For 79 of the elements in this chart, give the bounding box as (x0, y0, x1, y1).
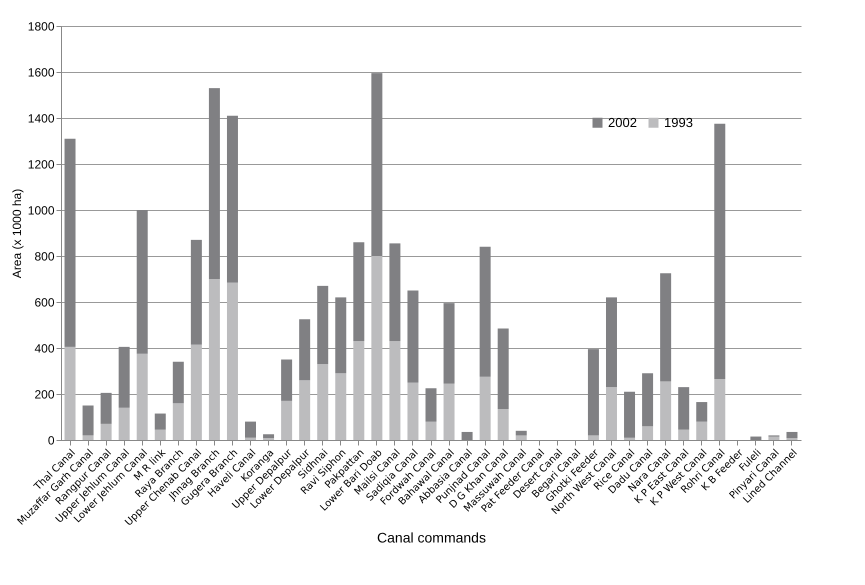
bar (480, 376, 491, 440)
bar (606, 387, 617, 440)
bar (480, 246, 491, 377)
bar (82, 435, 94, 440)
legend-label: 2002 (608, 114, 637, 130)
bar (281, 360, 292, 401)
bar (678, 387, 690, 430)
y-tick-label: 1600 (28, 66, 55, 80)
bar (172, 403, 184, 440)
bar (64, 346, 76, 440)
bar (714, 379, 726, 440)
bar (498, 408, 509, 440)
bar (190, 344, 202, 440)
bar (154, 430, 166, 440)
bar (714, 124, 726, 380)
bar (118, 346, 130, 408)
bar (335, 297, 346, 374)
bar (118, 408, 130, 440)
bar (642, 373, 654, 426)
bar (299, 380, 310, 440)
y-tick-label: 400 (34, 342, 55, 356)
y-tick-label: 1800 (28, 20, 55, 34)
bar (281, 400, 292, 440)
bar (588, 435, 599, 440)
bar (696, 402, 708, 422)
y-tick-label: 1400 (28, 112, 55, 126)
bar (64, 138, 76, 347)
bar (516, 435, 527, 440)
bar (371, 73, 382, 256)
bar (317, 364, 328, 440)
y-axis-title: Area (x 1000 ha) (10, 188, 24, 278)
bar (82, 406, 94, 436)
bar (226, 116, 238, 282)
bar (786, 432, 798, 438)
bar (407, 382, 418, 440)
bar (768, 436, 780, 440)
bar (136, 210, 148, 354)
bar (624, 392, 636, 438)
bar (353, 242, 364, 342)
bar (407, 290, 418, 382)
y-tick-label: 1000 (28, 204, 55, 218)
bar (317, 286, 328, 364)
bar (263, 434, 274, 438)
bar (696, 422, 708, 440)
bar (335, 373, 346, 440)
legend-label: 1993 (664, 114, 693, 130)
y-tick-label: 200 (34, 388, 55, 402)
bar (100, 424, 112, 440)
bar (444, 384, 455, 440)
bar (389, 243, 400, 342)
bar (426, 388, 436, 422)
bar (208, 88, 220, 279)
bar (226, 282, 238, 440)
bar (371, 256, 382, 440)
y-tick-label: 600 (34, 296, 55, 310)
bar (389, 341, 400, 440)
bar (172, 362, 184, 404)
y-tick-label: 1200 (28, 158, 55, 172)
bar (154, 414, 166, 430)
bar (678, 430, 690, 440)
bar (245, 422, 256, 438)
bar (498, 328, 509, 409)
bar (100, 392, 112, 424)
bar (190, 240, 202, 345)
bar (136, 354, 148, 440)
bar (426, 422, 436, 440)
bar (606, 297, 617, 388)
bar (208, 279, 220, 440)
bar (642, 426, 654, 440)
bar (516, 430, 527, 436)
bar (660, 381, 672, 440)
y-tick-label: 800 (34, 250, 55, 264)
x-axis-title: Canal commands (377, 530, 486, 546)
bar (660, 273, 672, 382)
bar (299, 319, 310, 380)
y-tick-label: 0 (48, 434, 55, 448)
bar (353, 341, 364, 440)
bar (444, 303, 455, 384)
bar (588, 349, 599, 436)
